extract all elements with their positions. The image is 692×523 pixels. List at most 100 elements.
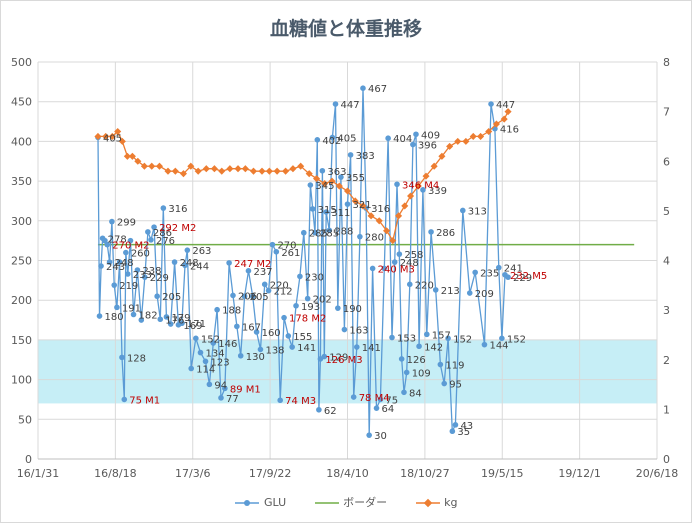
glu-point [300, 229, 307, 236]
glu-data-label: 405 [337, 133, 356, 144]
kg-point [241, 165, 249, 173]
glu-point [389, 334, 395, 341]
glu-data-label: 313 [468, 206, 487, 217]
glu-data-label: 152 [453, 334, 472, 345]
glu-point [449, 428, 456, 435]
kg-point [179, 170, 188, 178]
glu-data-label: 409 [421, 130, 440, 141]
glu-point [206, 381, 213, 388]
glu-point [167, 321, 174, 327]
glu-point [222, 385, 228, 392]
glu-data-label: 263 [192, 246, 211, 257]
glu-point [347, 152, 354, 158]
glu-point [141, 274, 148, 280]
glu-data-label: 62 [324, 406, 337, 417]
kg-point [359, 202, 367, 210]
glu-data-label: 447 [341, 100, 360, 111]
x-tick-label: 17/9/22 [249, 467, 291, 480]
kg-point [343, 187, 352, 195]
glu-point [269, 241, 276, 248]
glu-data-label: 206 [238, 291, 257, 302]
glu-data-label: 270 [277, 241, 296, 252]
glu-point [488, 101, 494, 107]
glu-point [398, 356, 405, 362]
glu-data-label: 95 [449, 380, 462, 391]
glu-point [420, 187, 426, 193]
glu-data-label: 202 [313, 295, 332, 306]
glu-data-label: 288 [334, 226, 353, 237]
legend: GLU ボーダー kg [0, 494, 692, 510]
glu-data-label: 383 [356, 151, 375, 162]
glu-data-label: 157 [432, 330, 451, 341]
glu-data-label: 316 [168, 204, 187, 215]
glu-point [314, 137, 321, 143]
glu-point [119, 354, 125, 361]
kg-point [102, 132, 110, 140]
glu-point [96, 313, 103, 319]
glu-point [210, 340, 217, 346]
glu-data-label: 182 [139, 310, 158, 321]
glu-data-label: 241 [504, 264, 523, 275]
kg-point [218, 167, 226, 175]
kg-point [383, 227, 391, 235]
glu-data-label: 311 [331, 208, 350, 219]
glu-data-label: 315 [318, 205, 337, 216]
glu-point [416, 343, 422, 350]
glu-point [273, 248, 280, 255]
glu-point [281, 314, 287, 321]
kg-point [128, 152, 136, 160]
glu-point [277, 397, 283, 404]
y-left-tick-label: 150 [11, 334, 32, 347]
kg-point [485, 127, 493, 136]
glu-point [329, 134, 336, 141]
kg-point [114, 127, 122, 136]
medication-annotation: 126 M3 [325, 355, 362, 366]
glu-point [381, 265, 388, 272]
glu-point [357, 233, 363, 240]
glu-data-label: 138 [265, 345, 284, 356]
glu-data-label: 416 [500, 125, 519, 136]
y-right-tick-label: 4 [663, 255, 670, 268]
glu-data-label: 280 [365, 233, 384, 244]
glu-point [466, 290, 473, 296]
legend-border-swatch [314, 502, 339, 504]
y-left-tick-label: 0 [25, 453, 32, 466]
glu-data-label: 286 [436, 228, 455, 239]
y-left-tick-label: 50 [18, 413, 32, 426]
chart-title: 血糖値と体重推移 [269, 18, 422, 40]
glu-data-label: 316 [371, 204, 390, 215]
kg-point [148, 162, 156, 170]
y-left-tick-label: 200 [11, 294, 32, 307]
glu-point [441, 380, 448, 387]
kg-point [289, 165, 297, 173]
kg-point [282, 167, 290, 175]
glu-point [237, 352, 244, 359]
kg-point [375, 217, 383, 225]
glu-data-label: 191 [122, 303, 141, 314]
legend-kg-swatch [415, 498, 440, 508]
glu-point [366, 432, 372, 438]
kg-point [500, 115, 508, 123]
glu-point [241, 293, 248, 300]
glu-point [293, 302, 299, 309]
glu-point [154, 293, 160, 300]
kg-point [305, 170, 313, 178]
glu-data-label: 190 [343, 304, 362, 315]
glu-data-label: 339 [428, 186, 447, 197]
glu-point [148, 237, 154, 243]
legend-glu-label: GLU [263, 496, 287, 509]
glu-data-label: 114 [196, 364, 215, 375]
glu-data-label: 153 [397, 334, 416, 345]
glu-data-label: 248 [400, 258, 419, 269]
glu-point [335, 305, 341, 311]
glu-data-label: 248 [180, 258, 199, 269]
glu-point [499, 335, 505, 342]
glu-point [249, 293, 256, 300]
legend-glu-swatch [235, 500, 260, 506]
glu-point [332, 101, 339, 107]
glu-data-label: 299 [117, 218, 136, 229]
glu-data-label: 123 [211, 357, 230, 368]
glu-point [323, 209, 330, 215]
kg-point [187, 162, 195, 170]
glu-point [321, 353, 328, 360]
